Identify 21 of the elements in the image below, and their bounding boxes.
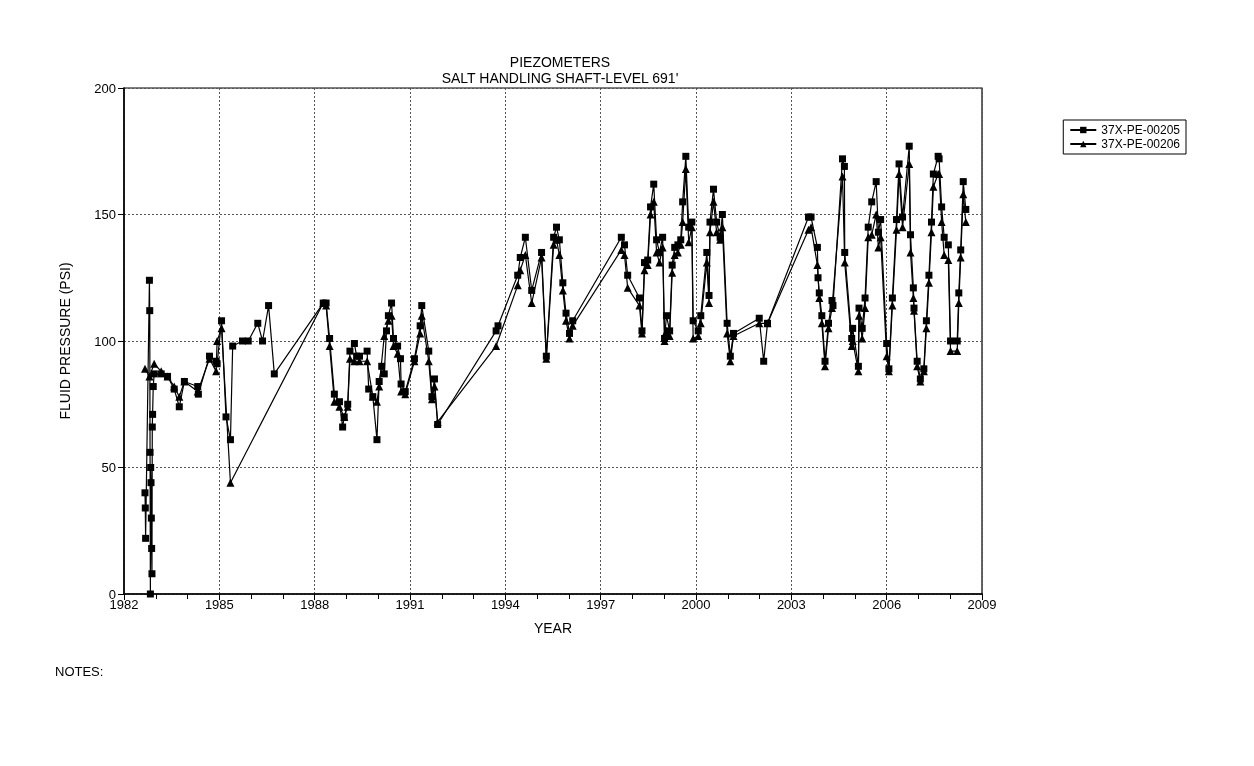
x-tick-label: 1988 bbox=[300, 597, 330, 612]
x-tick-label: 2009 bbox=[967, 597, 997, 612]
x-axis-title: YEAR bbox=[533, 620, 573, 636]
y-tick-label: 50 bbox=[101, 460, 116, 475]
y-axis-title: FLUID PRESSURE (PSI) bbox=[57, 262, 73, 420]
x-tick-label: 1997 bbox=[586, 597, 616, 612]
chart-title: PIEZOMETERS bbox=[509, 54, 611, 70]
text: NOTES: bbox=[55, 664, 104, 679]
x-tick-label: 1994 bbox=[490, 597, 520, 612]
legend-label: 37X-PE-00206 bbox=[1101, 137, 1181, 151]
legend-label: 37X-PE-00205 bbox=[1101, 123, 1181, 137]
y-tick-label: 150 bbox=[94, 207, 116, 222]
x-tick-label: 2000 bbox=[681, 597, 711, 612]
chart-subtitle: SALT HANDLING SHAFT-LEVEL 691' bbox=[441, 70, 679, 86]
x-tick-label: 1985 bbox=[204, 597, 234, 612]
y-tick-label: 200 bbox=[94, 80, 116, 96]
y-tick-label: 100 bbox=[94, 333, 116, 349]
x-tick-label: 1982 bbox=[109, 597, 139, 612]
x-tick-label: 2006 bbox=[872, 597, 902, 612]
x-tick-label: 2003 bbox=[776, 597, 806, 612]
x-tick-label: 1991 bbox=[395, 597, 425, 612]
